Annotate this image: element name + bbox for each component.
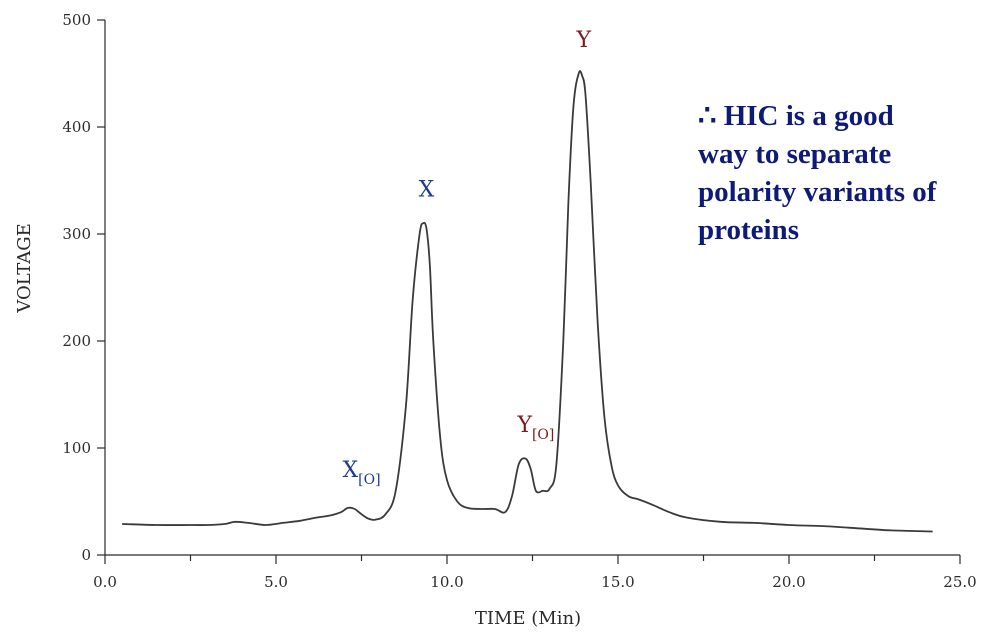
y-tick-label: 200 [62, 332, 91, 350]
y-axis-title: VOLTAGE [14, 223, 35, 313]
annotation-line: way to separate [698, 138, 892, 170]
peak-label: X [419, 178, 435, 203]
annotation-text: ∴ HIC is a good way to separate polarity… [698, 97, 998, 249]
peak-labels: X[O] X Y[O] Y [342, 28, 591, 488]
peak-label: X[O] [342, 458, 380, 488]
x-tick-label: 25.0 [943, 573, 976, 591]
y-tick-label: 300 [62, 225, 91, 243]
tick-marks [97, 19, 961, 564]
x-tick-label: 10.0 [430, 573, 463, 591]
y-tick-label: 0 [81, 546, 91, 564]
y-tick-label: 400 [62, 118, 91, 136]
x-tick-label: 5.0 [264, 573, 288, 591]
annotation-line: ∴ HIC is a good [698, 100, 894, 132]
peak-label: Y[O] [516, 413, 554, 443]
y-tick-label: 100 [62, 439, 91, 457]
series-layer [122, 70, 933, 533]
series-line [122, 70, 933, 533]
y-tick-label: 500 [62, 11, 91, 29]
annotation-line: proteins [698, 214, 799, 246]
tick-labels: 0 100 200 300 400 500 0.0 5.0 10.0 15.0 20.0 25.0 [62, 11, 976, 591]
x-tick-label: 0.0 [93, 573, 117, 591]
x-tick-label: 15.0 [601, 573, 634, 591]
x-tick-label: 20.0 [772, 573, 805, 591]
x-axis-title: TIME (Min) [475, 608, 581, 629]
annotation-line: polarity variants of [698, 176, 937, 208]
peak-label: Y [576, 28, 592, 53]
